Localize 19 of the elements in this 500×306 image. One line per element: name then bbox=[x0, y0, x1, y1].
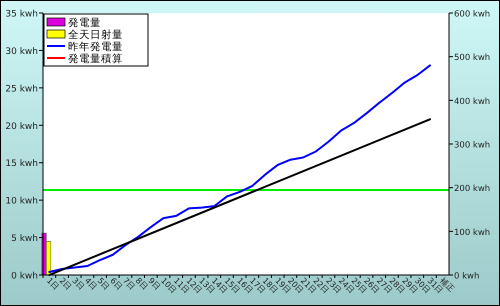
y2-tick-label: 200 kwh bbox=[454, 184, 490, 194]
y-tick-label: 0 kwh bbox=[11, 272, 38, 282]
y-tick-label: 20 kwh bbox=[5, 122, 38, 132]
y2-tick-label: 600 kwh bbox=[454, 10, 490, 20]
legend-label: 昨年発電量 bbox=[68, 41, 123, 53]
y2-tick-label: 300 kwh bbox=[454, 140, 490, 150]
y-tick-label: 25 kwh bbox=[5, 84, 38, 94]
legend-label: 発電量 bbox=[68, 17, 101, 29]
legend-label: 全天日射量 bbox=[68, 28, 123, 41]
y-tick-label: 10 kwh bbox=[5, 196, 38, 207]
y2-tick-label: 0 kwh bbox=[454, 272, 480, 282]
y2-tick-label: 400 kwh bbox=[454, 96, 490, 107]
legend-label: 発電量積算 bbox=[68, 53, 123, 65]
y-tick-label: 30 kwh bbox=[5, 46, 38, 57]
y-tick-label: 35 kwh bbox=[5, 10, 38, 20]
y-tick-label: 15 kwh bbox=[5, 159, 38, 170]
y2-tick-label: 500 kwh bbox=[454, 53, 490, 64]
y2-tick-label: 100 kwh bbox=[454, 228, 490, 238]
y-tick-label: 5 kwh bbox=[11, 234, 38, 244]
